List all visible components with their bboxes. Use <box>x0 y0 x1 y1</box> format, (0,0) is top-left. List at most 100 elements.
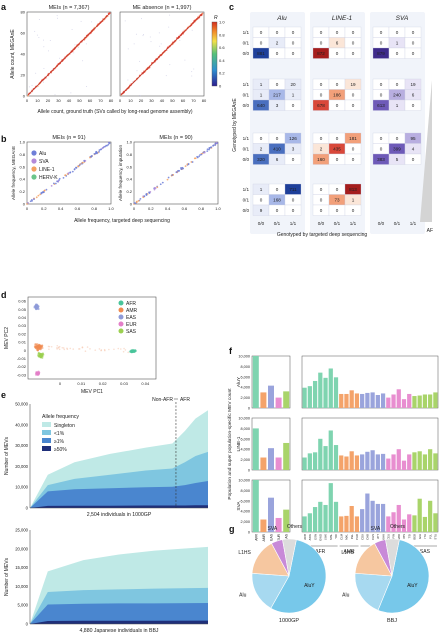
outlier-point <box>43 39 45 41</box>
legend-marker <box>31 166 37 172</box>
outlier-point <box>73 52 75 54</box>
data-point <box>37 344 41 347</box>
pie-slice <box>354 572 393 611</box>
admixture-point <box>78 348 80 350</box>
data-point <box>41 344 44 347</box>
slice-label: L1HS <box>341 550 354 556</box>
cell-value: 0 <box>396 136 399 141</box>
x-tick-label: 0.01 <box>77 381 86 386</box>
cell-value: 168 <box>273 198 281 203</box>
population-bar <box>302 516 307 532</box>
outlier-point <box>183 29 185 31</box>
cell-value: 0 <box>276 208 279 213</box>
plot-frame <box>26 11 112 97</box>
population-bar <box>428 394 433 408</box>
x-tick-label: 0 <box>26 98 29 103</box>
data-point <box>62 176 65 179</box>
col-label: 1/1 <box>290 221 297 226</box>
population-bar <box>365 451 370 470</box>
row-name: LINE-1 <box>236 436 242 451</box>
population-tick-label: CDX <box>360 534 364 540</box>
admixture-point <box>69 347 72 350</box>
data-point <box>99 148 102 151</box>
x-axis-label: Allele frequency, targeted deep sequenci… <box>74 218 170 224</box>
legend-swatch <box>42 446 51 451</box>
population-tick-label: JPT <box>376 534 380 539</box>
cell-value: 73 <box>334 198 340 203</box>
population-bar <box>318 501 323 532</box>
data-point <box>81 162 84 164</box>
cell-value: 640 <box>257 103 265 108</box>
plot-frame <box>301 417 439 471</box>
non-afr-label: Non-AFR <box>152 397 173 403</box>
admixture-point <box>108 348 110 351</box>
cell-value: 0 <box>352 208 355 213</box>
panel-d: 0 0.01 0.02 0.03 0.04 0.06 0.05 0.04 0.03 0.02 0.0… <box>4 296 157 395</box>
y-tick-label: 0.4 <box>126 177 132 182</box>
admixture-point <box>124 349 127 351</box>
area-series <box>30 620 208 624</box>
row-label: 0/0 <box>243 103 250 108</box>
population-bar <box>333 377 339 408</box>
y-tick-label: 80 <box>21 10 26 15</box>
cell-value: 0 <box>336 187 339 192</box>
super-bar <box>275 457 282 470</box>
cell-value: 0 <box>260 198 263 203</box>
y-tick-label: 2,000 <box>240 520 250 524</box>
population-bar <box>360 509 365 532</box>
super-bar <box>275 517 282 532</box>
cell-value: 6 <box>276 157 279 162</box>
data-point <box>215 141 218 144</box>
outlier-point <box>150 41 152 43</box>
super-bar <box>268 497 274 532</box>
data-point <box>36 373 39 376</box>
population-bar <box>333 501 339 532</box>
outlier-point <box>169 14 171 16</box>
y-tick-label: 0 <box>26 506 29 511</box>
super-bar <box>252 428 259 470</box>
x-axis-label: MEV PC1 <box>81 389 103 395</box>
colorbar-tick-label: 1.0 <box>219 20 225 25</box>
admixture-point <box>89 348 91 350</box>
data-point <box>36 306 39 309</box>
row-label: 0/0 <box>243 51 250 56</box>
super-bar <box>283 391 290 408</box>
x-tick-label: 20 <box>46 98 51 103</box>
outlier-point <box>127 79 129 81</box>
admixture-point <box>84 350 87 353</box>
data-point <box>67 172 70 175</box>
legend-label: <1% <box>54 431 65 437</box>
population-bar <box>401 519 407 532</box>
x-tick-label: 1.0 <box>108 206 114 211</box>
data-point <box>208 147 211 150</box>
x-tick-label: 10 <box>128 98 133 103</box>
plot-frame <box>301 479 439 533</box>
cell-value: 813 <box>349 187 357 192</box>
x-tick-label: 0.4 <box>58 206 64 211</box>
population-bar <box>412 452 417 470</box>
population-bar <box>412 515 417 532</box>
super-bar <box>260 457 267 470</box>
population-bar <box>428 449 433 470</box>
col-label: 0/0 <box>378 221 385 226</box>
x-tick-label: 0.04 <box>141 381 150 386</box>
outlier-point <box>80 20 82 22</box>
pie-caption: BBJ <box>387 618 397 624</box>
x-tick-label: 0 <box>26 206 29 211</box>
outlier-point <box>43 68 45 70</box>
population-bar <box>396 449 401 470</box>
admixture-point <box>62 347 65 349</box>
data-point <box>35 345 38 348</box>
legend-label: SAS <box>126 329 137 335</box>
outlier-point <box>82 60 84 62</box>
cell-value: 1 <box>260 93 263 98</box>
cell-value: 0 <box>320 208 323 213</box>
legend-marker <box>118 300 124 306</box>
cell-value: 0 <box>292 198 295 203</box>
population-bar <box>412 396 417 408</box>
cell-value: 0 <box>336 157 339 162</box>
cell-value: 0 <box>276 82 279 87</box>
x-tick-label: 0 <box>133 206 136 211</box>
column-background <box>370 12 425 234</box>
